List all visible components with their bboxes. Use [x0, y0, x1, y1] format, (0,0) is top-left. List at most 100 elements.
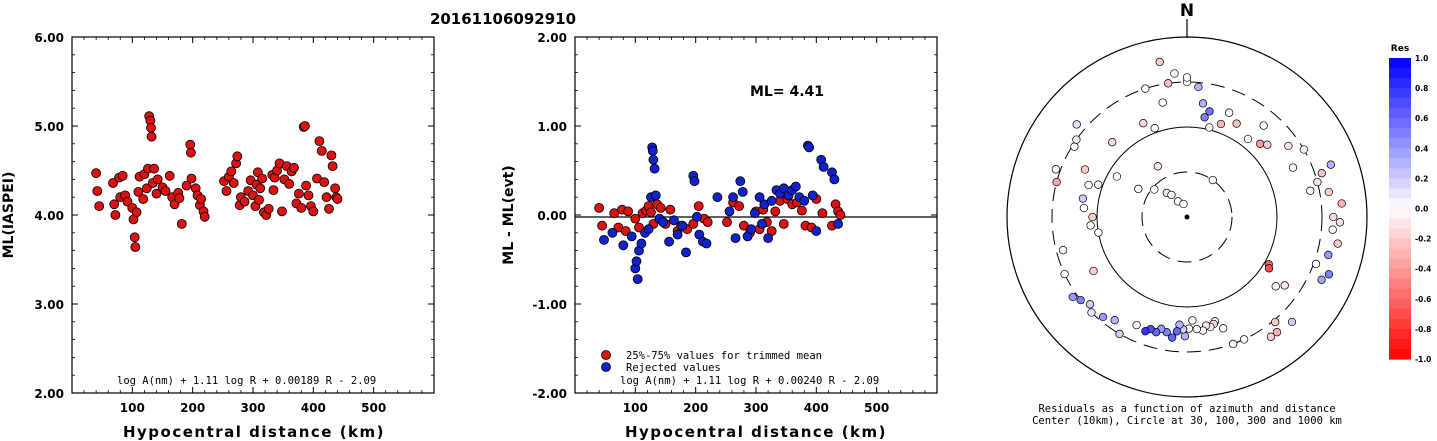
polar-station-point: [1112, 172, 1122, 181]
p2-point-s1: [766, 195, 777, 206]
colorbar-tick-label: -0.6: [1415, 295, 1431, 304]
colorbar-step: [1389, 198, 1411, 210]
polar-station-point: [1172, 327, 1182, 336]
polar-station-point: [1076, 295, 1085, 305]
colorbar-tick-label: 0.2: [1415, 174, 1428, 183]
p1-point-s0: [160, 186, 171, 196]
p1-point-s0: [327, 161, 338, 172]
north-label: N: [1180, 1, 1194, 21]
panel1-frame: [71, 36, 435, 394]
p1-point-s0: [319, 177, 330, 188]
colorbar-step: [1389, 168, 1411, 179]
p1-point-s0: [146, 122, 156, 133]
polar-station-point: [1264, 264, 1274, 273]
p1-point-s0: [181, 180, 192, 191]
p1-ytick-label: 6.00: [34, 31, 64, 45]
polar-caption-1: Residuals as a function of azimuth and d…: [1038, 403, 1335, 415]
panel-ml-residual: ML - ML(evt) Hypocentral distance (km) M…: [501, 31, 938, 441]
p1-point-s0: [277, 206, 287, 217]
p1-point-s0: [186, 173, 197, 184]
p1-point-s0: [321, 192, 332, 203]
p1-point-s0: [164, 170, 175, 181]
p2-point-s0: [817, 208, 828, 219]
polar-station-point: [1271, 282, 1280, 291]
ring-100km: [1096, 126, 1278, 308]
polar-station-point: [1087, 308, 1096, 317]
p1-point-s0: [255, 183, 266, 194]
polar-station-point: [1182, 73, 1192, 82]
polar-station-point: [1094, 180, 1103, 189]
p1-ytick-label: 3.00: [34, 298, 64, 312]
p2-point-s0: [797, 205, 807, 216]
p2-point-s0: [722, 217, 732, 228]
p2-point-s0: [665, 204, 676, 215]
p1-point-s0: [289, 162, 299, 173]
p1-point-s0: [149, 163, 160, 174]
polar-station-point: [1094, 228, 1103, 237]
p1-point-s0: [108, 178, 118, 188]
p2-ytick-label: -2.00: [532, 387, 567, 401]
p1-point-s0: [324, 203, 334, 214]
p2-point-s1: [737, 186, 748, 197]
p1-point-s0: [308, 206, 319, 217]
polar-station-point: [1205, 123, 1214, 132]
colorbar-tick-label: 1.0: [1415, 54, 1428, 63]
p2-point-s0: [623, 206, 633, 217]
p1-point-s0: [109, 199, 120, 210]
polar-station-point: [1141, 327, 1150, 336]
p2-point-s0: [630, 213, 641, 224]
polar-station-point: [1098, 312, 1108, 322]
panel2-xlabel: Hypocentral distance (km): [625, 423, 887, 441]
panel1-ylabel: ML(IASPEI): [1, 172, 17, 259]
p1-point-s0: [117, 170, 128, 181]
polar-station-point: [1155, 57, 1164, 67]
polar-station-point: [1208, 175, 1217, 185]
p2-point-s0: [646, 207, 656, 218]
p2-point-s1: [807, 190, 818, 201]
polar-station-point: [1108, 138, 1117, 147]
colorbar-step: [1389, 268, 1411, 280]
polar-station-point: [1299, 145, 1309, 154]
p2-point-s0: [778, 218, 789, 229]
p1-point-s0: [151, 188, 162, 199]
p1-xtick-label: 100: [120, 401, 145, 415]
panel1-xlabel: Hypocentral distance (km): [123, 423, 385, 441]
p2-point-s1: [626, 231, 637, 242]
panel1-points: [91, 111, 343, 252]
colorbar-step: [1389, 108, 1411, 119]
polar-station-point: [1205, 107, 1214, 116]
p2-ytick-label: 2.00: [537, 31, 567, 45]
colorbar-tick-label: 0.4: [1415, 144, 1428, 153]
p2-point-s1: [757, 218, 767, 229]
polar-station-point: [1259, 121, 1268, 130]
p1-point-s0: [130, 242, 141, 252]
polar-station-point: [1313, 177, 1322, 187]
p1-point-s0: [174, 193, 185, 204]
p2-point-s0: [693, 201, 704, 212]
polar-station-point: [1239, 335, 1249, 344]
colorbar-step: [1389, 288, 1411, 300]
polar-station-point: [1158, 98, 1167, 107]
colorbar-step: [1389, 258, 1411, 270]
polar-station-point: [1311, 259, 1321, 269]
panel-polar: N Residuals as a function of azimuth and…: [1006, 1, 1368, 427]
p1-ytick-label: 4.00: [34, 209, 64, 223]
p1-point-s0: [257, 173, 268, 184]
colorbar-step: [1389, 349, 1411, 360]
polar-station-point: [1079, 203, 1089, 213]
panel2-ylabel: ML - ML(evt): [501, 165, 517, 264]
p1-point-s0: [131, 207, 142, 218]
polar-station-point: [1328, 225, 1337, 234]
polar-station-point: [1164, 79, 1173, 88]
polar-station-point: [1080, 165, 1090, 174]
polar-station-point: [1084, 180, 1093, 190]
p2-point-s1: [804, 142, 814, 153]
colorbar-step: [1389, 128, 1411, 139]
polar-station-point: [1153, 162, 1162, 171]
p1-point-s0: [221, 186, 232, 196]
p1-point-s0: [299, 121, 310, 131]
p2-point-s1: [599, 234, 609, 245]
p1-point-s0: [110, 210, 121, 220]
colorbar-step: [1389, 308, 1411, 320]
